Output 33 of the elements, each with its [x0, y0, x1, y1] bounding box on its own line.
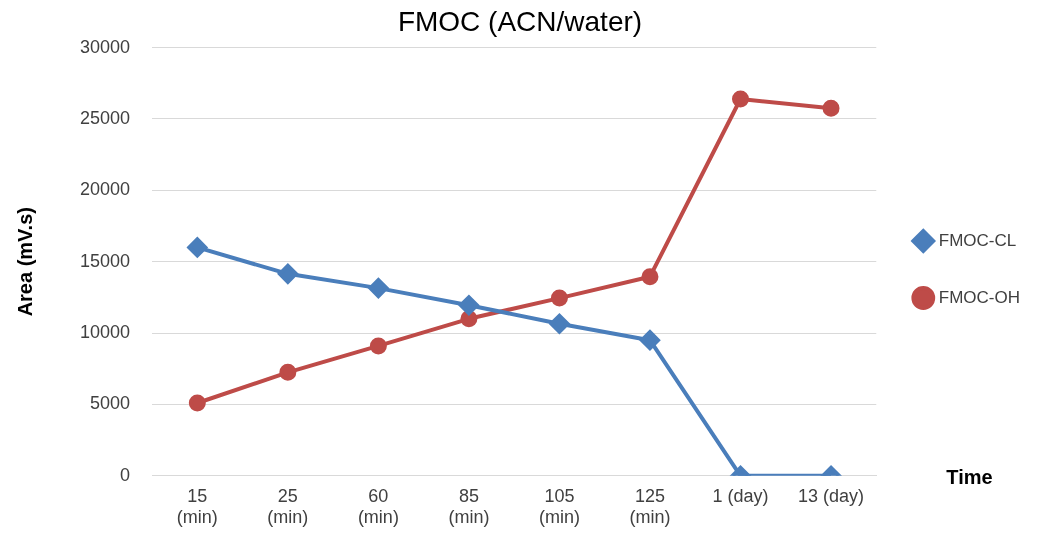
y-tick-label: 0	[120, 464, 131, 485]
legend-label: FMOC-OH	[938, 287, 1021, 307]
y-tick-label: 25000	[79, 107, 131, 128]
point	[458, 295, 479, 316]
point	[550, 289, 568, 307]
point	[639, 330, 660, 351]
point	[641, 268, 659, 286]
y-tick-label: 5000	[90, 393, 131, 414]
x-axis-title: Time	[946, 466, 993, 489]
point	[549, 313, 570, 334]
point	[187, 237, 208, 258]
x-tick-label: 13 (day)	[798, 485, 865, 506]
chart-title: FMOC (ACN/water)	[397, 5, 643, 37]
x-tick-label: 60 (min)	[357, 485, 399, 528]
y-tick-label: 10000	[79, 322, 131, 343]
x-tick-label: 105 (min)	[538, 485, 580, 528]
x-tick-label: 15 (min)	[176, 485, 218, 528]
x-tick-label: 25 (min)	[267, 485, 309, 528]
y-tick-label: 30000	[79, 36, 131, 57]
point	[368, 278, 389, 299]
point	[188, 394, 206, 412]
y-axis-title: Area (mV.s)	[13, 207, 36, 317]
legend-label: FMOC-CL	[938, 230, 1017, 250]
y-tick-label: 15000	[79, 250, 131, 271]
x-tick-label: 85 (min)	[448, 485, 490, 528]
point	[279, 363, 297, 381]
x-tick-label: 1 (day)	[712, 485, 769, 506]
point	[369, 337, 387, 355]
point	[277, 263, 298, 284]
y-tick-label: 20000	[79, 179, 131, 200]
point	[732, 90, 749, 108]
point	[822, 99, 840, 117]
x-tick-label: 125 (min)	[629, 485, 671, 528]
